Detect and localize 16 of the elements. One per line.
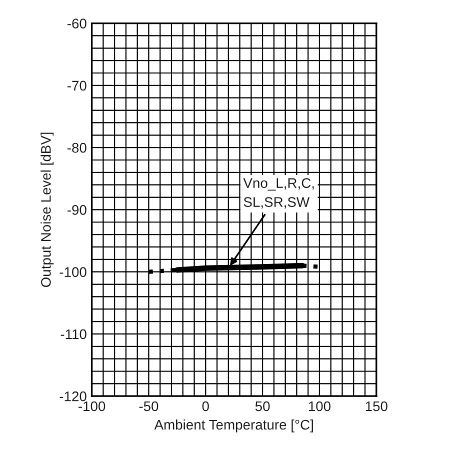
y-tick-label: -80: [67, 142, 86, 153]
y-tick-label: -60: [67, 18, 86, 28]
x-tick-label: 0: [202, 401, 209, 412]
x-tick-label: -100: [78, 401, 106, 412]
x-axis-title: Ambient Temperature [°C]: [154, 419, 313, 432]
y-tick-label: -90: [67, 205, 86, 215]
x-tick-label: 50: [255, 401, 270, 412]
x-tick-label: 150: [366, 401, 388, 412]
x-tick-label: 100: [308, 401, 331, 412]
y-axis-title: Output Noise Level [dBV]: [40, 132, 54, 288]
y-tick-label: -100: [60, 267, 86, 278]
annotation: Vno_L,R,C, SL,SR,SW: [243, 178, 314, 209]
y-tick-label: -110: [60, 329, 86, 340]
y-tick-label: -120: [60, 391, 86, 402]
x-tick-label: -50: [139, 401, 158, 412]
y-tick-label: -70: [67, 80, 86, 91]
